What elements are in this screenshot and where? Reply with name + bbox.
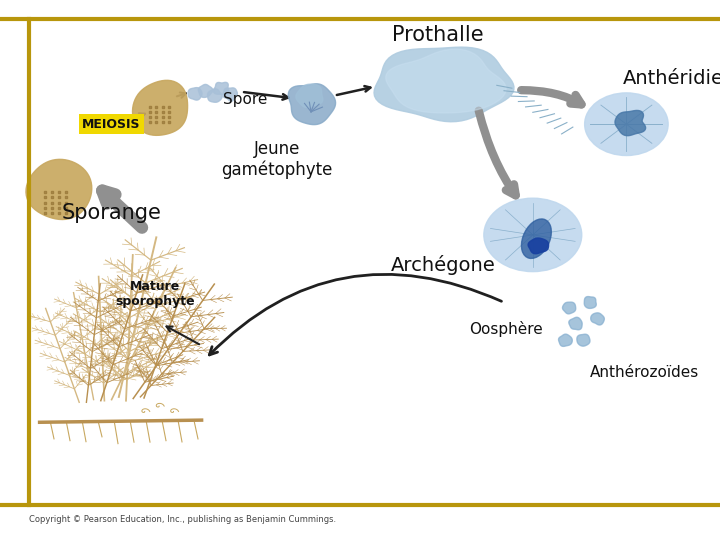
Polygon shape <box>288 84 336 125</box>
Text: MEIOSIS: MEIOSIS <box>82 118 141 131</box>
Text: Spore: Spore <box>222 92 267 107</box>
Polygon shape <box>374 47 514 122</box>
Polygon shape <box>132 80 188 136</box>
Polygon shape <box>528 238 549 254</box>
Polygon shape <box>223 88 238 101</box>
Text: Mature
sporophyte: Mature sporophyte <box>115 280 194 308</box>
Polygon shape <box>198 84 212 97</box>
Circle shape <box>484 198 582 272</box>
Polygon shape <box>577 334 590 346</box>
Polygon shape <box>590 313 604 325</box>
Text: Oosphère: Oosphère <box>469 321 543 338</box>
Polygon shape <box>207 89 222 102</box>
Polygon shape <box>559 334 572 346</box>
Text: Sporange: Sporange <box>62 203 161 224</box>
Polygon shape <box>296 84 323 107</box>
Text: Jeune
gamétophyte: Jeune gamétophyte <box>222 140 333 179</box>
Polygon shape <box>188 87 202 100</box>
Text: Anthérozoïdes: Anthérozoïdes <box>590 365 699 380</box>
Polygon shape <box>569 318 582 330</box>
Polygon shape <box>615 111 646 136</box>
Text: Anthéridie: Anthéridie <box>623 69 720 88</box>
Text: Copyright © Pearson Education, Inc., publishing as Benjamin Cummings.: Copyright © Pearson Education, Inc., pub… <box>29 515 336 524</box>
Ellipse shape <box>521 219 552 259</box>
Circle shape <box>585 93 668 156</box>
Text: Archégone: Archégone <box>390 254 495 275</box>
Text: Prothalle: Prothalle <box>392 25 484 45</box>
Polygon shape <box>26 159 91 220</box>
Polygon shape <box>213 83 229 94</box>
Polygon shape <box>386 49 506 113</box>
Polygon shape <box>562 302 576 314</box>
Polygon shape <box>584 296 596 308</box>
